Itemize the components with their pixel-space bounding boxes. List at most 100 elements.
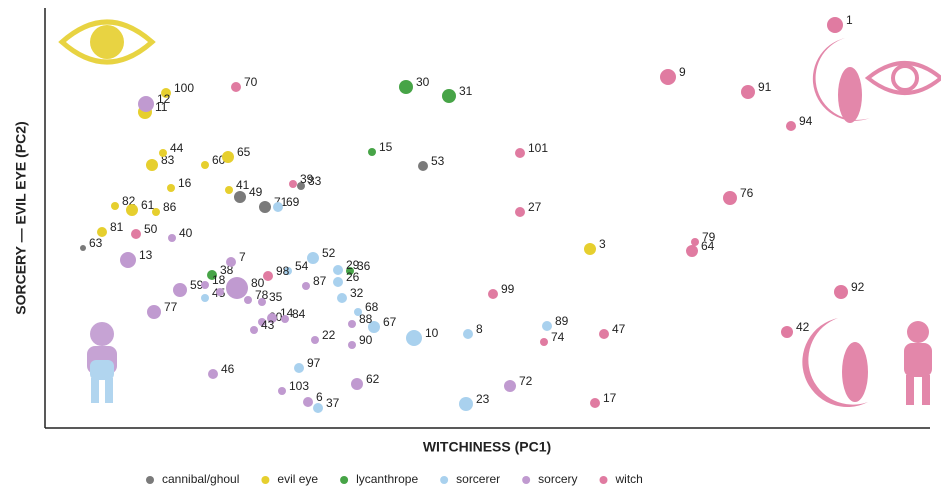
legend-label: sorcerer xyxy=(456,472,500,486)
point-label: 35 xyxy=(269,290,283,304)
point xyxy=(827,17,843,33)
point-label: 101 xyxy=(528,141,548,155)
point-label: 50 xyxy=(144,222,158,236)
point xyxy=(267,313,277,323)
eye-iris xyxy=(891,64,919,92)
point-label: 63 xyxy=(89,236,103,250)
point-label: 39 xyxy=(300,172,314,186)
point-label: 67 xyxy=(383,315,397,329)
point xyxy=(723,191,737,205)
point xyxy=(294,363,304,373)
legend-label: witch xyxy=(615,472,643,486)
eye-icon xyxy=(58,19,156,65)
point-label: 86 xyxy=(163,200,177,214)
point-label: 76 xyxy=(740,186,754,200)
point-label: 29 xyxy=(346,258,360,272)
legend-marker xyxy=(340,476,349,484)
point xyxy=(302,282,310,290)
point xyxy=(207,270,217,280)
point xyxy=(201,281,209,289)
point xyxy=(159,149,167,157)
point-label: 11 xyxy=(155,100,168,114)
legend: cannibal/ghoul evil eye lycanthrope sorcere… xyxy=(146,472,643,486)
doll-icon xyxy=(87,322,117,403)
point-label: 22 xyxy=(322,328,336,342)
point xyxy=(459,397,473,411)
point xyxy=(258,298,266,306)
icons xyxy=(58,19,941,408)
point xyxy=(208,369,218,379)
point xyxy=(834,285,848,299)
legend-label: sorcery xyxy=(538,472,577,486)
point-label: 100 xyxy=(174,81,194,95)
point-label: 77 xyxy=(164,300,178,314)
point xyxy=(126,204,138,216)
point xyxy=(590,398,600,408)
point xyxy=(250,326,258,334)
point xyxy=(278,387,286,395)
point xyxy=(348,341,356,349)
point xyxy=(313,403,323,413)
point-label: 41 xyxy=(236,178,250,192)
point-label: 26 xyxy=(346,270,360,284)
point xyxy=(686,245,698,257)
point-label: 32 xyxy=(350,286,364,300)
point-label: 17 xyxy=(603,391,617,405)
point xyxy=(97,227,107,237)
y-axis-title: SORCERY — EVIL EYE (PC2) xyxy=(13,121,29,314)
point xyxy=(418,161,428,171)
point xyxy=(442,89,456,103)
point-label: 59 xyxy=(190,278,204,292)
point xyxy=(406,330,422,346)
point xyxy=(231,82,241,92)
point xyxy=(515,207,525,217)
point-label: 65 xyxy=(237,145,251,159)
x-axis-title: WITCHINESS (PC1) xyxy=(423,439,551,455)
point xyxy=(138,96,154,112)
point xyxy=(111,202,119,210)
point xyxy=(120,252,136,268)
point-label: 70 xyxy=(244,75,258,89)
point-label: 7 xyxy=(239,250,246,264)
point xyxy=(311,336,319,344)
point xyxy=(504,380,516,392)
point xyxy=(307,252,319,264)
owl-icon xyxy=(838,67,862,123)
point-label: 87 xyxy=(313,274,327,288)
point xyxy=(226,257,236,267)
point-label: 94 xyxy=(799,114,813,128)
doll-icon xyxy=(904,321,932,405)
point xyxy=(463,329,473,339)
point-label: 36 xyxy=(357,259,371,273)
point-label: 84 xyxy=(292,307,306,321)
point-label: 33 xyxy=(308,174,322,188)
point-label: 64 xyxy=(701,239,715,253)
point-label: 54 xyxy=(295,259,309,273)
point-label: 89 xyxy=(555,314,569,328)
point-label: 53 xyxy=(431,154,445,168)
point xyxy=(599,329,609,339)
point-label: 103 xyxy=(289,379,309,393)
point-label: 15 xyxy=(379,140,393,154)
point xyxy=(201,161,209,169)
point-label: 68 xyxy=(365,300,379,314)
point-label: 43 xyxy=(261,318,275,332)
point-label: 47 xyxy=(612,322,626,336)
point xyxy=(368,148,376,156)
point xyxy=(161,88,171,98)
point xyxy=(80,245,86,251)
point xyxy=(216,288,224,296)
point-label: 42 xyxy=(796,320,810,334)
legend-marker xyxy=(522,476,531,484)
point-label: 9 xyxy=(679,65,686,79)
legend-label: lycanthrope xyxy=(356,472,418,486)
point xyxy=(259,201,271,213)
point xyxy=(201,294,209,302)
legend-marker xyxy=(261,476,270,484)
point xyxy=(542,321,552,331)
point xyxy=(333,265,343,275)
point-label: 97 xyxy=(307,356,321,370)
point-label: 49 xyxy=(249,185,263,199)
